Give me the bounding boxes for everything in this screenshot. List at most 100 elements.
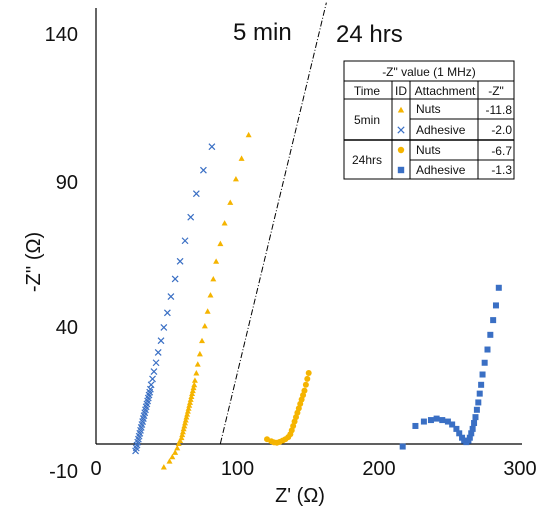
data-point: [207, 292, 214, 298]
data-point: [199, 166, 207, 174]
data-point: [412, 422, 419, 429]
data-points: [132, 131, 502, 470]
data-point: [208, 143, 216, 151]
y-tick-label: 90: [56, 172, 78, 194]
data-point: [178, 434, 185, 441]
table-attachment: Adhesive: [416, 123, 466, 137]
data-point: [196, 350, 203, 357]
table-header-id: ID: [395, 84, 407, 98]
data-point: [149, 375, 156, 383]
data-point: [227, 199, 234, 205]
data-point: [199, 337, 205, 344]
data-point: [427, 417, 434, 424]
data-point: [187, 213, 195, 221]
table-time-24hrs: 24hrs: [352, 153, 382, 167]
data-point: [184, 411, 191, 417]
data-point: [182, 420, 189, 426]
data-point: [190, 384, 197, 391]
data-point: [481, 359, 488, 366]
data-point: [444, 418, 451, 425]
data-point: [221, 220, 228, 226]
data-point: [191, 381, 198, 388]
y-tick-label: -10: [49, 461, 78, 483]
data-point: [192, 190, 200, 198]
table-attachment: Adhesive: [416, 163, 466, 177]
data-point: [469, 425, 476, 432]
data-point: [210, 275, 217, 282]
data-point: [433, 415, 440, 422]
data-point: [456, 430, 463, 437]
data-point: [478, 381, 485, 388]
data-point: [305, 370, 312, 377]
data-point: [232, 176, 239, 182]
data-point: [175, 440, 182, 446]
data-point: [167, 293, 175, 301]
data-point: [181, 237, 189, 245]
annotation-24hrs: 24 hrs: [336, 21, 403, 48]
data-point: [160, 324, 168, 331]
data-point: [176, 257, 184, 265]
data-point: [471, 420, 478, 427]
data-point: [180, 425, 187, 432]
data-point: [182, 417, 189, 423]
data-point: [179, 431, 186, 438]
table-header-value: -Z": [488, 84, 504, 98]
x-tick-label: 200: [362, 458, 395, 480]
data-point: [472, 414, 479, 421]
y-tick-label: 40: [56, 317, 78, 339]
data-point: [193, 370, 200, 376]
data-point: [171, 275, 179, 283]
data-point: [184, 408, 191, 414]
data-point: [245, 131, 252, 138]
table-title: -Z" value (1 MHz): [382, 65, 476, 79]
data-point: [476, 390, 483, 397]
data-point: [204, 308, 211, 314]
data-point: [177, 437, 184, 444]
data-point: [189, 387, 196, 394]
data-point: [166, 458, 173, 464]
y-axis-label: -Z'' (Ω): [23, 232, 45, 292]
x-tick-label: 100: [221, 458, 254, 480]
data-point: [157, 337, 165, 345]
table-attachment: Nuts: [416, 102, 441, 116]
data-point: [479, 371, 486, 378]
data-point: [191, 377, 198, 383]
data-point: [495, 284, 502, 291]
data-point: [201, 323, 208, 329]
data-point: [183, 414, 190, 420]
x-tick-label: 300: [503, 458, 536, 480]
x-axis-label: Z' (Ω): [275, 485, 325, 507]
data-point: [473, 406, 480, 413]
legend-marker: [397, 166, 405, 174]
data-point: [475, 399, 482, 406]
data-point: [492, 302, 499, 309]
data-point: [147, 381, 155, 389]
data-point: [163, 309, 171, 317]
data-point: [185, 405, 192, 411]
table-time-5min: 5min: [354, 113, 380, 127]
data-point: [468, 430, 475, 437]
y-tick-label: 140: [45, 24, 78, 46]
data-point: [439, 417, 446, 424]
data-point: [169, 453, 176, 460]
data-point: [484, 346, 491, 353]
table-value: -2.0: [491, 123, 512, 137]
data-point: [186, 402, 193, 408]
annotation-5min: 5 min: [233, 19, 292, 46]
data-point: [188, 393, 195, 399]
data-point: [487, 331, 494, 338]
table-attachment: Nuts: [416, 143, 441, 157]
table-value: -11.8: [486, 103, 513, 117]
x-tick-label: 0: [90, 458, 101, 480]
data-point: [194, 361, 201, 367]
data-point: [490, 317, 497, 324]
data-point: [399, 443, 406, 450]
data-point: [449, 421, 456, 428]
data-point: [187, 396, 194, 402]
data-point: [302, 381, 309, 388]
legend-marker: [397, 146, 405, 154]
legend-marker: [397, 106, 405, 113]
data-point: [150, 368, 158, 375]
table-markers: [397, 106, 405, 174]
